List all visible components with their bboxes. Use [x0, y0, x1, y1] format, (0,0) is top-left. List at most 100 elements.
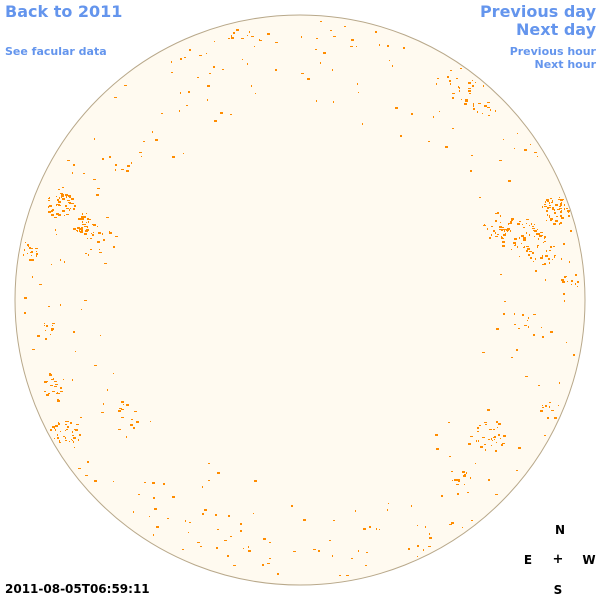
facula-speck — [88, 221, 89, 223]
facula-speck — [533, 314, 536, 315]
facula-speck — [51, 328, 54, 330]
facula-speck — [275, 69, 277, 71]
facula-speck — [563, 293, 565, 295]
facula-speck — [519, 256, 520, 257]
facula-speck — [45, 338, 47, 340]
facula-speck — [94, 365, 97, 366]
facula-speck — [532, 252, 534, 254]
facula-speck — [79, 230, 80, 232]
facula-speck — [449, 80, 451, 82]
facula-speck — [496, 442, 497, 443]
facula-speck — [82, 228, 83, 230]
facula-speck — [48, 211, 51, 213]
facula-speck — [564, 276, 566, 278]
facula-speck — [566, 342, 567, 343]
facula-speck — [531, 223, 532, 225]
facula-speck — [514, 245, 516, 246]
facula-speck — [439, 111, 440, 112]
facula-speck — [208, 480, 210, 481]
facula-speck — [518, 328, 520, 329]
facula-speck — [214, 120, 217, 122]
facula-speck — [85, 253, 87, 254]
facula-speck — [468, 443, 471, 445]
facula-speck — [489, 237, 491, 239]
facula-speck — [464, 475, 466, 477]
facula-speck — [323, 52, 326, 54]
facula-speck — [503, 435, 505, 437]
facula-speck — [505, 235, 506, 236]
facula-speck — [387, 45, 389, 47]
facula-speck — [523, 227, 525, 228]
back-to-year-link[interactable]: Back to 2011 — [5, 2, 123, 21]
facula-speck — [501, 444, 503, 446]
facula-speck — [97, 226, 98, 227]
facula-speck — [351, 558, 353, 559]
facula-speck — [240, 530, 242, 532]
see-facular-data-link[interactable]: See facular data — [5, 45, 107, 58]
facula-speck — [504, 301, 506, 302]
facula-speck — [544, 237, 545, 239]
facula-speck — [502, 443, 505, 444]
facula-speck — [523, 239, 525, 241]
facula-speck — [208, 463, 210, 464]
facula-speck — [563, 243, 565, 245]
facula-speck — [502, 241, 505, 243]
previous-day-link[interactable]: Previous day — [479, 2, 596, 21]
facula-speck — [87, 226, 88, 228]
facula-speck — [57, 437, 59, 439]
facula-speck — [55, 384, 58, 385]
facula-speck — [548, 258, 550, 260]
facula-speck — [318, 550, 320, 552]
facula-speck — [197, 542, 200, 543]
facula-speck — [62, 198, 65, 200]
facula-speck — [441, 495, 443, 497]
facula-speck — [49, 197, 50, 198]
facula-speck — [259, 39, 260, 40]
facula-speck — [64, 261, 65, 263]
facula-speck — [554, 255, 556, 256]
facula-speck — [557, 209, 560, 210]
facula-speck — [102, 233, 103, 235]
facula-speck — [488, 479, 490, 481]
facula-speck — [561, 279, 564, 281]
facula-speck — [44, 323, 45, 324]
facula-speck — [236, 29, 239, 31]
facula-speck — [89, 219, 91, 220]
next-day-link[interactable]: Next day — [516, 20, 596, 39]
facula-speck — [566, 276, 567, 277]
next-hour-link[interactable]: Next hour — [534, 58, 597, 71]
facula-speck — [55, 229, 56, 231]
facula-speck — [423, 549, 424, 551]
facula-speck — [561, 200, 563, 201]
facula-speck — [467, 492, 469, 493]
facula-speck — [54, 381, 57, 382]
facula-speck — [59, 440, 60, 442]
facula-speck — [77, 230, 78, 232]
previous-hour-link[interactable]: Previous hour — [509, 45, 596, 58]
facula-speck — [320, 62, 321, 64]
facula-speck — [67, 200, 70, 201]
facula-speck — [255, 93, 256, 94]
facula-speck — [411, 505, 412, 507]
facula-speck — [498, 423, 501, 425]
facula-speck — [180, 58, 182, 60]
facula-speck — [571, 280, 573, 281]
facula-speck — [333, 101, 334, 103]
facula-speck — [495, 213, 497, 214]
facula-speck — [522, 224, 523, 225]
facula-speck — [554, 209, 555, 211]
facula-speck — [37, 335, 40, 337]
facula-speck — [247, 63, 248, 65]
facula-speck — [153, 497, 155, 499]
facula-speck — [152, 482, 155, 484]
facula-speck — [554, 256, 555, 258]
facula-speck — [537, 233, 540, 235]
facula-speck — [511, 249, 512, 250]
facula-speck — [529, 251, 532, 252]
facula-speck — [541, 327, 542, 328]
facula-speck — [213, 66, 215, 68]
facula-speck — [220, 112, 223, 114]
facula-speck — [514, 313, 515, 315]
facula-speck — [23, 254, 24, 256]
facula-speck — [509, 223, 512, 224]
